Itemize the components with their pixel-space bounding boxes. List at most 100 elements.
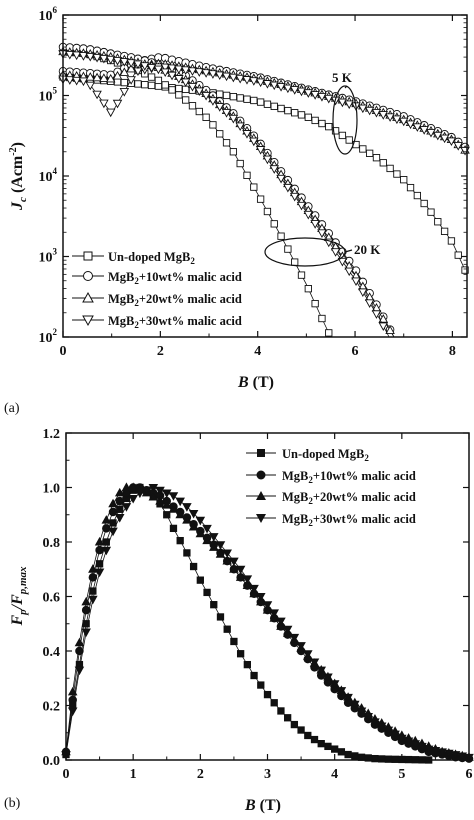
a-series-3-curve-1-point-27 (242, 130, 252, 139)
b-series-3-point-23 (215, 541, 226, 550)
a-series-3-curve-1-point-42 (344, 267, 354, 277)
a-series-3-curve-0-point-58 (453, 142, 464, 151)
a-series-3-curve-0-point-20 (194, 68, 205, 77)
a-series-0-curve-0-point-25 (229, 93, 238, 101)
a-series-2-curve-1-point-47 (378, 314, 389, 323)
b-series-3-point-18 (182, 503, 192, 512)
legend-a-item-10wt: MgB2+10wt% malic acid (72, 270, 242, 286)
a-series-0-curve-0-point-27 (243, 95, 251, 103)
a-series-3-curve-1-point-13 (146, 63, 157, 73)
a-series-3-curve-0-point-9 (119, 88, 130, 97)
a-series-3-curve-0-point-30 (262, 80, 273, 89)
b-series-0-point-7 (109, 519, 117, 527)
b-series-3-point-48 (383, 726, 394, 736)
b-series-3-point-16 (168, 492, 179, 501)
a-series-3-curve-0-point-55 (433, 131, 443, 141)
a-series-3-curve-1-point-38 (317, 229, 327, 238)
annotation-20k-label: 20 K (354, 242, 381, 257)
b-series-0-point-33 (284, 714, 292, 722)
a-series-0-curve-0-point-24 (222, 91, 231, 100)
a-series-0-curve-0-point-34 (291, 109, 299, 117)
a-x-tick-label-0: 0 (60, 344, 67, 359)
a-series-0-curve-0-point-11 (134, 80, 142, 88)
a-series-3-curve-0-point-29 (255, 78, 266, 88)
b-series-3-point-32 (276, 617, 286, 627)
b-series-3-point-24 (222, 549, 232, 559)
a-series-0-curve-0-point-56 (440, 227, 449, 236)
panel-a-plot-frame (62, 14, 468, 338)
a-series-3-curve-0-point-7 (105, 108, 116, 118)
legend-b-item-20wt: MgB2+20wt% malic acid (246, 490, 416, 506)
b-series-3-point-47 (376, 722, 387, 732)
b-series-0-point-19 (189, 562, 198, 571)
a-series-0-curve-1-point-32 (277, 232, 285, 240)
a-series-3-curve-1-point-5 (92, 53, 102, 63)
b-series-3-point-51 (403, 737, 414, 747)
a-series-0-curve-0-point-53 (420, 199, 428, 208)
b-series-2-point-13 (148, 491, 159, 501)
b-series-3-point-55 (430, 747, 441, 756)
panel-a-legend: Un-doped MgB2 MgB2+10wt% malic acid MgB2… (72, 250, 242, 330)
a-series-3-curve-1-point-22 (208, 97, 218, 106)
a-series-3-curve-0-point-28 (249, 77, 259, 86)
a-series-3-curve-1-point-43 (351, 277, 361, 287)
b-series-3-point-22 (209, 533, 219, 542)
b-y-tick-label-3: 0.6 (43, 591, 61, 606)
b-series-3-point-9 (121, 503, 132, 512)
a-series-0-curve-0-point-29 (256, 98, 265, 106)
legend-a-label-20wt: MgB2+20wt% malic acid (108, 292, 242, 308)
a-series-3-curve-0-point-45 (364, 106, 375, 116)
b-series-1-point-7 (108, 507, 118, 517)
a-series-0-curve-1-point-28 (250, 183, 258, 191)
a-series-0-curve-0-point-55 (434, 218, 442, 226)
b-series-3-point-31 (269, 609, 279, 618)
b-y-tick-label-6: 1.2 (43, 427, 61, 442)
b-series-2-point-18 (182, 515, 192, 524)
b-y-tick-label-0: 0.0 (43, 754, 61, 769)
b-series-2-point-7 (108, 498, 118, 508)
legend-a-label-10wt: MgB2+10wt% malic acid (108, 270, 242, 286)
panel-a-x-axis-title: B (T) (237, 374, 274, 391)
panel-a-jc-vs-b: 0 2 4 6 8 102 103 104 105 106 5 K 20 K Un-doped M… (4, 5, 470, 416)
b-series-3-point-33 (282, 625, 293, 635)
a-series-3-curve-0-point-48 (385, 113, 395, 122)
b-series-3-point-42 (343, 693, 353, 703)
a-series-0-curve-0-point-50 (400, 176, 408, 184)
b-series-2-point-14 (155, 495, 165, 505)
a-series-3-curve-1-point-4 (85, 52, 96, 62)
a-series-3-curve-0-point-47 (378, 111, 389, 120)
b-series-0-point-36 (304, 731, 312, 740)
b-series-3-point-38 (316, 666, 326, 676)
a-series-3-curve-0-point-6 (99, 99, 109, 109)
b-x-tick-label-4: 4 (331, 767, 338, 782)
a-series-3-curve-1-point-12 (140, 62, 150, 71)
legend-b-label-undoped: Un-doped MgB2 (282, 447, 369, 463)
b-series-3-point-35 (296, 642, 306, 651)
a-series-0-curve-1-point-26 (236, 159, 244, 168)
b-series-3-point-1 (67, 707, 78, 717)
a-series-0-curve-1-point-13 (147, 73, 156, 81)
a-series-3-curve-1-point-46 (371, 310, 382, 319)
b-y-tick-label-1: 0.2 (43, 700, 61, 715)
a-series-0-curve-1-point-30 (263, 207, 272, 216)
a-series-3-curve-1-point-35 (296, 201, 307, 211)
a-series-3-curve-0-point-39 (323, 94, 334, 104)
a-series-3-curve-0-point-57 (446, 137, 457, 146)
a-series-0-curve-0-point-57 (447, 237, 456, 245)
a-series-3-curve-1-point-9 (119, 58, 130, 67)
a-x-tick-label-2: 4 (254, 344, 261, 359)
b-series-0-point-31 (270, 699, 278, 707)
panel-b-plot-frame (65, 432, 470, 761)
a-series-3-curve-0-point-15 (160, 63, 170, 73)
a-series-3-curve-1-point-16 (167, 71, 177, 81)
a-series-3-curve-0-point-49 (392, 115, 402, 125)
b-series-3-point-43 (350, 700, 360, 710)
a-series-0-curve-0-point-48 (386, 164, 394, 173)
b-series-2-point-27 (242, 580, 253, 590)
a-series-0-curve-0-point-40 (331, 127, 340, 135)
a-series-0-curve-0-point-23 (216, 90, 224, 98)
b-series-3-point-4 (88, 595, 98, 605)
b-y-tick-label-5: 1.0 (43, 482, 61, 497)
b-series-2-point-21 (202, 535, 212, 545)
a-series-3-curve-0-point-54 (426, 128, 436, 138)
